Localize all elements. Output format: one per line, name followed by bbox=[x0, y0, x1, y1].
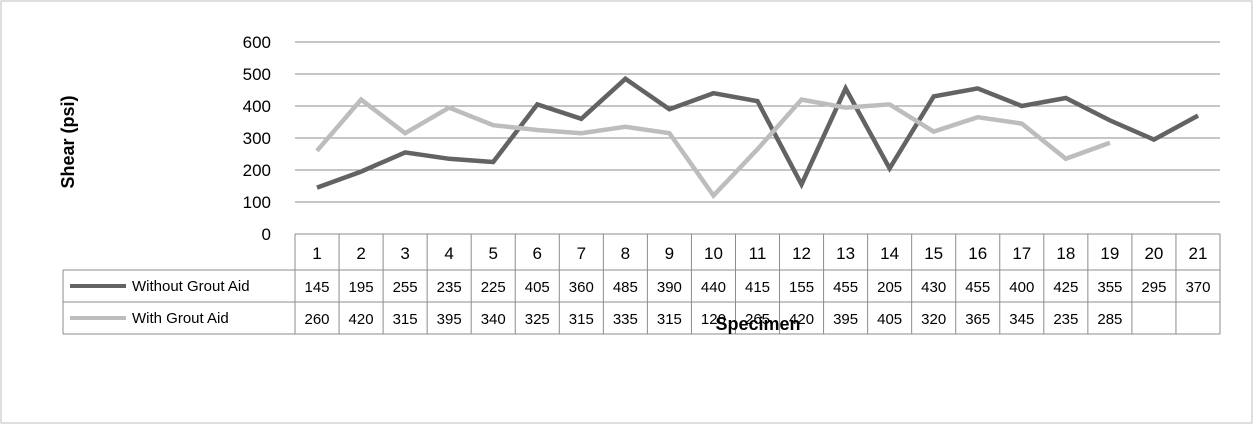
data-table-cell: 405 bbox=[877, 311, 902, 328]
data-table-cell: 235 bbox=[1053, 311, 1078, 328]
x-category-label: 14 bbox=[880, 244, 899, 263]
x-category-label: 2 bbox=[356, 244, 365, 263]
y-tick-label: 300 bbox=[243, 129, 271, 148]
data-table-cell: 395 bbox=[833, 311, 858, 328]
data-table-cell: 325 bbox=[525, 311, 550, 328]
data-table-cell: 345 bbox=[1009, 311, 1034, 328]
data-table-cell: 195 bbox=[349, 279, 374, 296]
legend-label: With Grout Aid bbox=[132, 310, 229, 327]
data-table-cell: 425 bbox=[1053, 279, 1078, 296]
y-tick-label: 200 bbox=[243, 161, 271, 180]
data-table-cell: 420 bbox=[789, 311, 814, 328]
data-table-cell: 315 bbox=[569, 311, 594, 328]
x-axis-title: Specimen bbox=[715, 314, 800, 334]
data-table-cell: 335 bbox=[613, 311, 638, 328]
x-category-label: 16 bbox=[968, 244, 987, 263]
x-category-label: 19 bbox=[1100, 244, 1119, 263]
x-category-label: 6 bbox=[533, 244, 542, 263]
data-table-cell: 455 bbox=[833, 279, 858, 296]
x-category-label: 13 bbox=[836, 244, 855, 263]
x-category-label: 18 bbox=[1056, 244, 1075, 263]
data-table-cell: 485 bbox=[613, 279, 638, 296]
data-table-cell: 390 bbox=[657, 279, 682, 296]
data-table-cell: 285 bbox=[1097, 311, 1122, 328]
data-table-cell: 255 bbox=[393, 279, 418, 296]
x-category-label: 1 bbox=[312, 244, 321, 263]
y-tick-label: 600 bbox=[243, 33, 271, 52]
data-table-cell: 405 bbox=[525, 279, 550, 296]
data-table-cell: 320 bbox=[921, 311, 946, 328]
data-table-cell: 415 bbox=[745, 279, 770, 296]
x-category-label: 4 bbox=[444, 244, 453, 263]
y-tick-label: 400 bbox=[243, 97, 271, 116]
x-category-label: 15 bbox=[924, 244, 943, 263]
x-category-label: 10 bbox=[704, 244, 723, 263]
data-table-cell: 225 bbox=[481, 279, 506, 296]
y-tick-label: 500 bbox=[243, 65, 271, 84]
data-table-cell: 120 bbox=[701, 311, 726, 328]
x-category-label: 11 bbox=[749, 244, 767, 263]
data-table-cell: 315 bbox=[393, 311, 418, 328]
series-line bbox=[315, 96, 1111, 200]
y-tick-label: 100 bbox=[243, 193, 271, 212]
series-lines bbox=[315, 75, 1200, 200]
data-table-cell: 430 bbox=[921, 279, 946, 296]
data-table-cell: 155 bbox=[789, 279, 814, 296]
data-table-cell: 205 bbox=[877, 279, 902, 296]
x-category-label: 5 bbox=[488, 244, 497, 263]
y-tick-label: 0 bbox=[262, 225, 271, 244]
x-category-label: 7 bbox=[577, 244, 586, 263]
x-category-label: 21 bbox=[1189, 244, 1208, 263]
data-table-cell: 145 bbox=[305, 279, 330, 296]
data-table-cell: 355 bbox=[1097, 279, 1122, 296]
data-table-cell: 420 bbox=[349, 311, 374, 328]
series-line bbox=[316, 75, 1200, 190]
x-category-label: 8 bbox=[621, 244, 630, 263]
x-category-label: 17 bbox=[1012, 244, 1031, 263]
data-table: 1 2 3 4 5 6 7 8 9 10 11 12 13 14 15 16 17 18 19 20 21Without… bbox=[62, 233, 1221, 335]
legend-label: Without Grout Aid bbox=[132, 278, 250, 295]
y-axis-title: Shear (psi) bbox=[58, 95, 78, 188]
data-table-cell: 360 bbox=[569, 279, 594, 296]
y-axis-ticks: 0 100 200 300 400 500 600 bbox=[243, 33, 271, 244]
x-category-label: 9 bbox=[665, 244, 674, 263]
data-table-cell: 265 bbox=[745, 311, 770, 328]
data-table-cell: 315 bbox=[657, 311, 682, 328]
data-table-cell: 235 bbox=[437, 279, 462, 296]
x-category-label: 20 bbox=[1144, 244, 1163, 263]
data-table-cell: 400 bbox=[1009, 279, 1034, 296]
data-table-cell: 340 bbox=[481, 311, 506, 328]
data-table-cell: 365 bbox=[965, 311, 990, 328]
data-table-cell: 370 bbox=[1185, 279, 1210, 296]
data-table-cell: 455 bbox=[965, 279, 990, 296]
x-category-label: 12 bbox=[792, 244, 811, 263]
data-table-cell: 440 bbox=[701, 279, 726, 296]
x-category-label: 3 bbox=[400, 244, 409, 263]
data-table-cell: 295 bbox=[1141, 279, 1166, 296]
data-table-cell: 395 bbox=[437, 311, 462, 328]
data-table-cell: 260 bbox=[305, 311, 330, 328]
